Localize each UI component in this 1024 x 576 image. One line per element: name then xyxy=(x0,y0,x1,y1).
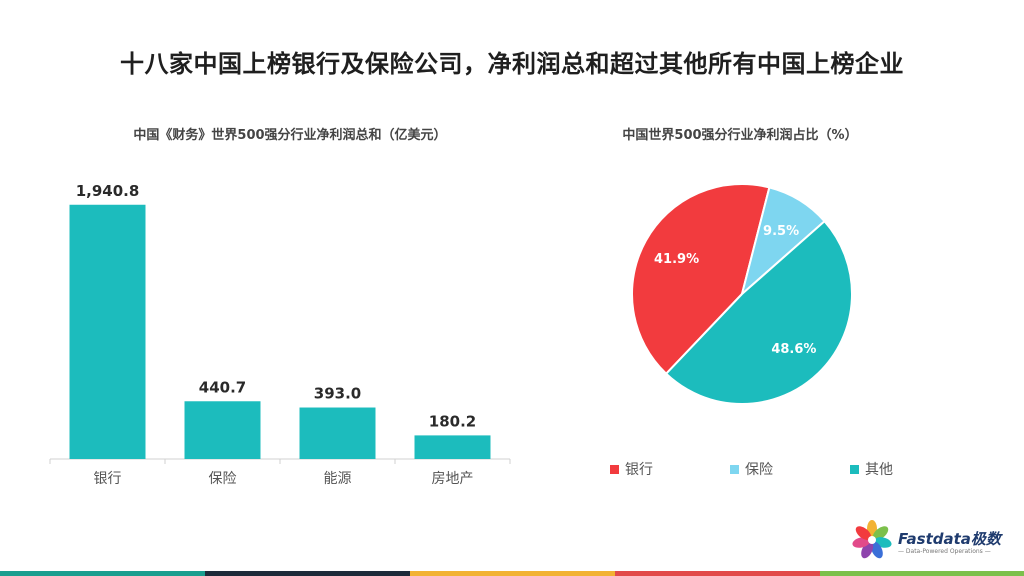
bar-chart-title: 中国《财务》世界500强分行业净利润总和（亿美元） xyxy=(133,128,447,143)
pie-slice xyxy=(631,183,771,376)
logo-name: Fastdata极数 xyxy=(898,530,1001,548)
x-tick-label: 能源 xyxy=(324,471,352,487)
bar xyxy=(184,401,261,459)
pie-value-label: 48.6% xyxy=(771,342,816,357)
bar-value-label: 393.0 xyxy=(314,385,361,403)
x-tick-label: 保险 xyxy=(209,471,237,487)
logo-tagline: — Data-Powered Operations — xyxy=(898,548,991,555)
legend-label-other: 其他 xyxy=(865,462,893,478)
bar xyxy=(299,407,376,459)
legend-label-bank: 银行 xyxy=(625,462,653,478)
pie-value-label: 9.5% xyxy=(763,224,799,239)
bar xyxy=(414,435,491,459)
pie-legend: 银行 保险 其他 xyxy=(610,459,930,481)
strip-segment xyxy=(0,571,205,576)
bar-value-label: 1,940.8 xyxy=(76,182,140,200)
flower-logo-icon xyxy=(852,520,892,559)
pie-value-label: 41.9% xyxy=(654,252,699,267)
legend-item-bank: 银行 xyxy=(610,459,653,479)
x-tick-label: 银行 xyxy=(94,471,122,487)
bar-value-label: 180.2 xyxy=(429,412,476,430)
pie-chart-title: 中国世界500强分行业净利润占比（%） xyxy=(622,128,858,143)
strip-segment xyxy=(205,571,410,576)
legend-swatch-other xyxy=(850,464,859,474)
bottom-color-strip xyxy=(0,571,1024,576)
legend-item-insurance: 保险 xyxy=(730,459,773,479)
legend-swatch-insurance xyxy=(730,464,739,474)
fastdata-logo: Fastdata极数 — Data-Powered Operations — xyxy=(850,518,1010,562)
page-title: 十八家中国上榜银行及保险公司，净利润总和超过其他所有中国上榜企业 xyxy=(120,50,904,78)
legend-swatch-bank xyxy=(610,464,619,474)
strip-segment xyxy=(820,571,1024,576)
strip-segment xyxy=(410,571,615,576)
legend-label-insurance: 保险 xyxy=(745,462,773,478)
x-tick-label: 房地产 xyxy=(432,471,474,487)
strip-segment xyxy=(615,571,820,576)
bar xyxy=(69,204,146,459)
pie-slice xyxy=(664,219,853,405)
bar-value-label: 440.7 xyxy=(199,378,246,396)
legend-item-other: 其他 xyxy=(850,459,893,479)
